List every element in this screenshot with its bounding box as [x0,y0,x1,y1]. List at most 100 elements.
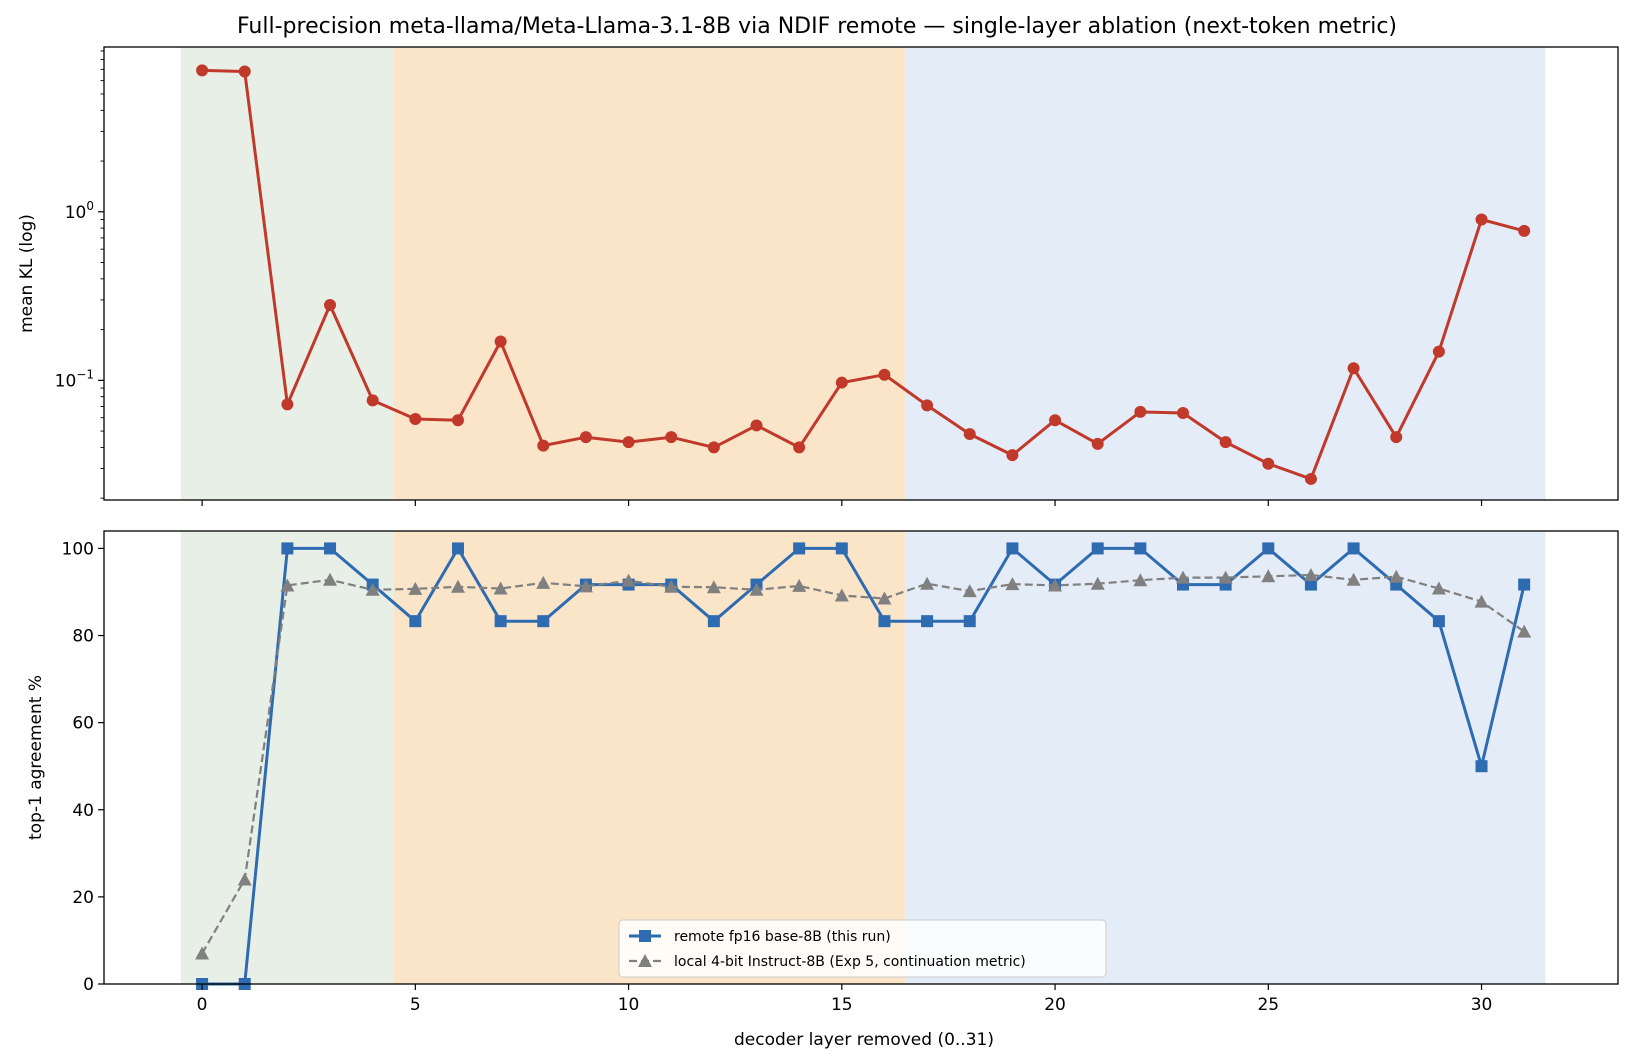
agreement-series-1-point-12 [706,580,721,594]
agreement-band-0 [180,531,395,984]
x-tick-label-5: 5 [410,995,421,1015]
agreement-series-0-point-15 [835,542,848,555]
kl-series-0-point-31 [1518,224,1531,237]
kl-panel: 10−1 100 mean KL (log) [17,46,1619,506]
agreement-series-0-point-26 [1304,578,1317,591]
agreement-series-1-point-26 [1303,567,1318,581]
agreement-y-tick-label-20: 20 [72,888,94,908]
agreement-series-1-point-19 [1005,577,1020,591]
agreement-series-1-point-30 [1474,594,1489,608]
agreement-series-1-point-29 [1431,581,1446,595]
kl-series-0-line [202,68,1525,481]
agreement-series-1-point-20 [1048,578,1063,592]
agreement-y-tick-label-80: 80 [72,627,94,647]
agreement-series-1-point-10 [621,573,636,587]
kl-series-0-point-8 [537,439,550,452]
kl-series-0-point-29 [1432,345,1445,358]
kl-band-2 [905,47,1546,500]
agreement-series-0-point-2 [281,542,294,555]
agreement-series-1-point-21 [1090,576,1105,590]
agreement-series-0-point-16 [878,615,891,628]
kl-y-tick-label-0: 10−1 [55,367,94,391]
agreement-series-1-point-27 [1346,572,1361,586]
kl-axes-frame [103,46,1619,501]
kl-series-0-point-19 [1006,449,1019,462]
agreement-series-1-point-22 [1133,573,1148,587]
agreement-series-0-line [202,546,1526,986]
x-tick-label-15: 15 [831,995,853,1015]
agreement-series-1-point-1 [237,872,252,886]
agreement-series-1-point-2 [280,578,295,592]
x-tick-label-30: 30 [1471,995,1493,1015]
agreement-series-0-point-6 [451,542,464,555]
kl-band-0 [180,47,395,500]
kl-series-0-point-27 [1347,362,1360,375]
agreement-series-0-point-27 [1347,542,1360,555]
kl-series-0-point-16 [878,368,891,381]
kl-series-0-point-5 [409,412,422,425]
kl-y-axis-label: mean KL (log) [17,214,37,333]
agreement-series-0-point-30 [1475,760,1488,773]
agreement-series-1-point-5 [408,581,423,595]
kl-series-0-point-26 [1304,472,1317,485]
agreement-y-tick-label-40: 40 [72,801,94,821]
agreement-series-1-point-15 [834,588,849,602]
kl-series-0-point-24 [1219,436,1232,449]
legend-label-0: remote fp16 base-8B (this run) [674,929,891,945]
agreement-band-2 [905,531,1546,984]
agreement-series-1-point-4 [365,582,380,596]
agreement-series-0-point-3 [324,542,337,555]
kl-series-0-point-6 [451,414,464,427]
agreement-series-0-point-31 [1518,578,1531,591]
agreement-series-0-point-12 [707,615,720,628]
kl-series-0-point-1 [238,65,251,78]
agreement-y-tick-label-60: 60 [72,714,94,734]
agreement-series-1-point-11 [664,579,679,593]
agreement-panel: 0 5 10 15 20 25 30 0 20 40 60 80 100 top-1 agreement … [26,530,1619,1015]
agreement-axes-frame [103,530,1619,985]
agreement-y-tick-label-0: 0 [83,975,94,995]
agreement-series-1-point-24 [1218,570,1233,584]
agreement-series-1-point-18 [962,584,977,598]
kl-series-0-point-10 [622,436,635,449]
agreement-band-1 [394,531,906,984]
agreement-series-0-point-29 [1432,615,1445,628]
agreement-series-1-point-7 [493,581,508,595]
x-axis-label: decoder layer removed (0..31) [734,1030,994,1050]
agreement-series-1-point-13 [749,582,764,596]
agreement-series-1-point-8 [536,575,551,589]
agreement-series-0-point-21 [1091,542,1104,555]
legend: remote fp16 base-8B (this run) local 4-bi… [618,919,1107,978]
kl-series-0-point-18 [963,428,976,441]
agreement-series-0-point-18 [963,615,976,628]
kl-band-1 [394,47,906,500]
x-tick-label-10: 10 [618,995,640,1015]
agreement-series-0-point-17 [921,615,934,628]
agreement-series-0-point-8 [537,615,550,628]
kl-series-0-point-23 [1176,407,1189,420]
agreement-series-1-point-16 [877,591,892,605]
kl-series-0-point-9 [579,431,592,444]
kl-series-0-point-3 [324,298,337,311]
agreement-series-1-point-31 [1517,624,1532,638]
x-tick-label-0: 0 [197,995,208,1015]
legend-frame [618,919,1107,978]
kl-series-0-point-20 [1049,414,1062,427]
chart-title: Full-precision meta-llama/Meta-Llama-3.1… [237,14,1397,39]
kl-series-0-point-4 [366,394,379,407]
kl-y-tick-label-1: 100 [65,199,94,223]
x-tick-label-25: 25 [1257,995,1279,1015]
x-tick-label-20: 20 [1044,995,1066,1015]
agreement-series-0-point-14 [793,542,806,555]
agreement-series-0-point-25 [1262,542,1275,555]
agreement-series-0-point-5 [409,615,422,628]
kl-series-0-point-22 [1134,405,1147,418]
kl-series-0-point-17 [921,399,934,412]
kl-series-0-point-14 [793,441,806,454]
kl-series-0-point-30 [1475,213,1488,226]
legend-swatch-marker-0 [639,930,651,942]
agreement-series-1-point-14 [792,578,807,592]
kl-series-0-point-15 [835,376,848,389]
agreement-series-1-line [201,573,1525,955]
